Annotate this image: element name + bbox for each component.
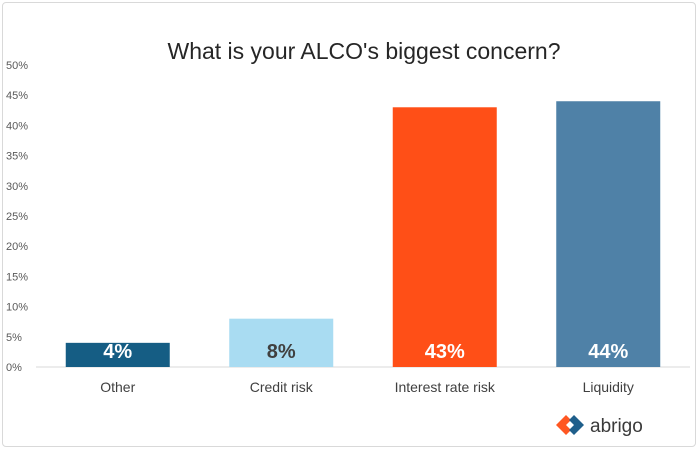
chart-title: What is your ALCO's biggest concern?	[167, 38, 560, 64]
x-tick-label: Interest rate risk	[395, 379, 496, 395]
bars	[65, 101, 661, 368]
y-tick-label: 45%	[6, 90, 28, 102]
y-axis: 0% 5% 10% 15% 20% 25% 30% 35% 40% 45% 50%	[6, 60, 28, 374]
abrigo-logo: abrigo	[556, 415, 643, 437]
data-label: 8%	[267, 341, 296, 363]
y-tick-label: 15%	[6, 271, 28, 283]
x-tick-label: Liquidity	[583, 379, 634, 395]
brand-name: abrigo	[590, 416, 643, 437]
y-tick-label: 10%	[6, 302, 28, 314]
x-tick-label: Credit risk	[250, 379, 314, 395]
y-tick-label: 30%	[6, 181, 28, 193]
data-label: 44%	[588, 341, 628, 363]
x-tick-label: Other	[100, 379, 135, 395]
data-label: 4%	[103, 341, 132, 363]
y-tick-label: 35%	[6, 151, 28, 163]
y-tick-label: 40%	[6, 120, 28, 132]
y-tick-label: 50%	[6, 60, 28, 72]
y-tick-label: 20%	[6, 241, 28, 253]
bar-credit-risk	[229, 318, 334, 367]
y-tick-label: 25%	[6, 211, 28, 223]
data-labels: 4% 8% 43% 44%	[103, 341, 628, 363]
y-tick-label: 5%	[6, 332, 22, 344]
x-axis: Other Credit risk Interest rate risk Liquid…	[100, 379, 634, 395]
y-tick-label: 0%	[6, 362, 22, 374]
data-label: 43%	[425, 341, 465, 363]
bar-liquidity	[556, 101, 661, 368]
abrigo-logo-mark-icon	[556, 415, 584, 435]
bar-other	[65, 342, 170, 367]
bar-interest-rate-risk	[392, 107, 497, 367]
